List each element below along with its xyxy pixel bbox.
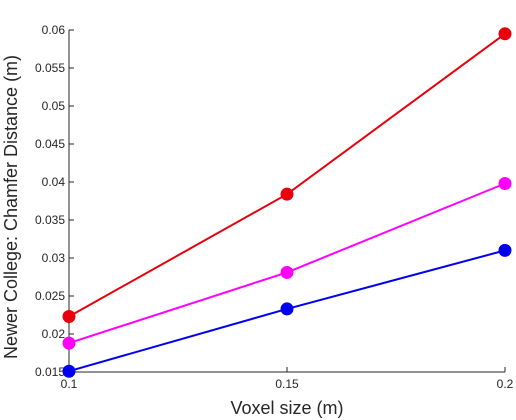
y-axis-label: Newer College: Chamfer Distance (m) [1, 55, 21, 359]
axes: 0.015 0.02 0.025 0.03 0.035 0.04 0.045 0.05 0.05… [35, 23, 514, 391]
x-tick-label: 0.15 [275, 377, 299, 391]
data-point [62, 310, 76, 324]
series-2 [62, 243, 512, 378]
series-1 [62, 177, 512, 350]
y-tick-label: 0.05 [42, 99, 66, 113]
x-tick-label: 0.1 [61, 377, 78, 391]
data-point [498, 27, 512, 41]
x-axis-label: Voxel size (m) [230, 398, 343, 418]
y-tick-label: 0.025 [35, 289, 65, 303]
y-tick-label: 0.04 [42, 175, 66, 189]
data-point [498, 177, 512, 191]
series-0 [62, 27, 512, 324]
y-tick-label: 0.03 [42, 251, 66, 265]
data-point [280, 302, 294, 316]
data-point [62, 364, 76, 378]
y-tick-label: 0.045 [35, 137, 65, 151]
series-line [68, 182, 506, 345]
series-layer [62, 27, 512, 378]
data-point [62, 336, 76, 350]
data-point [280, 265, 294, 279]
y-tick-label: 0.055 [35, 61, 65, 75]
y-tick-label: 0.06 [42, 23, 66, 37]
data-point [498, 243, 512, 257]
y-tick-label: 0.02 [42, 327, 66, 341]
y-tick-label: 0.035 [35, 213, 65, 227]
x-tick-label: 0.2 [497, 377, 514, 391]
y-tick-label: 0.015 [35, 365, 65, 379]
data-point [280, 187, 294, 201]
